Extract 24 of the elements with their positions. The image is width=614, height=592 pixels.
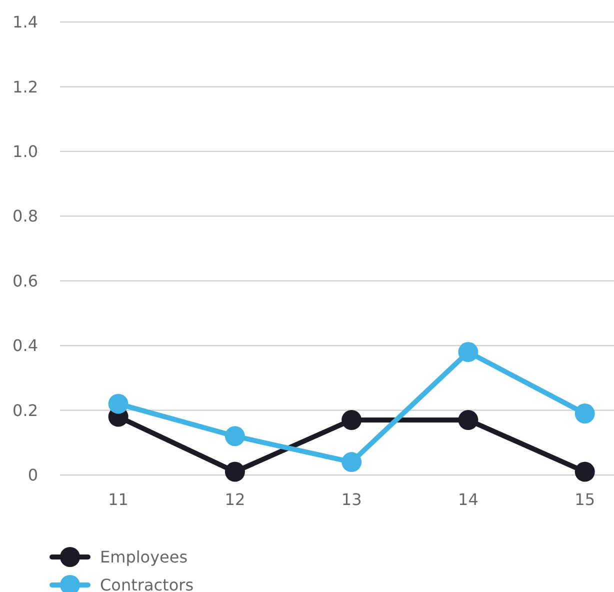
point <box>458 410 478 430</box>
x-tick-label: 14 <box>458 490 478 509</box>
point <box>342 452 362 472</box>
point <box>574 404 595 424</box>
point <box>224 426 245 446</box>
y-tick-label: 0.4 <box>12 336 38 356</box>
y-tick-label: 1.2 <box>12 77 38 96</box>
point <box>342 410 362 430</box>
x-tick-label: 13 <box>341 490 362 509</box>
x-tick-label: 12 <box>224 490 246 509</box>
y-tick-label: 0.6 <box>12 271 38 290</box>
point <box>458 342 478 362</box>
y-tick-label: 1.0 <box>12 142 38 162</box>
y-tick-label: 1.4 <box>12 12 38 32</box>
y-tick-label: 0.2 <box>12 400 38 420</box>
legend-label: Contractors <box>100 576 194 592</box>
x-tick-label: 11 <box>108 490 128 509</box>
point <box>108 394 128 414</box>
point <box>574 462 595 482</box>
y-tick-label: 0 <box>28 466 38 485</box>
x-tick-label: 15 <box>574 490 596 509</box>
legend-label: Employees <box>100 548 188 567</box>
point <box>224 462 245 482</box>
y-tick-label: 0.8 <box>12 206 38 226</box>
